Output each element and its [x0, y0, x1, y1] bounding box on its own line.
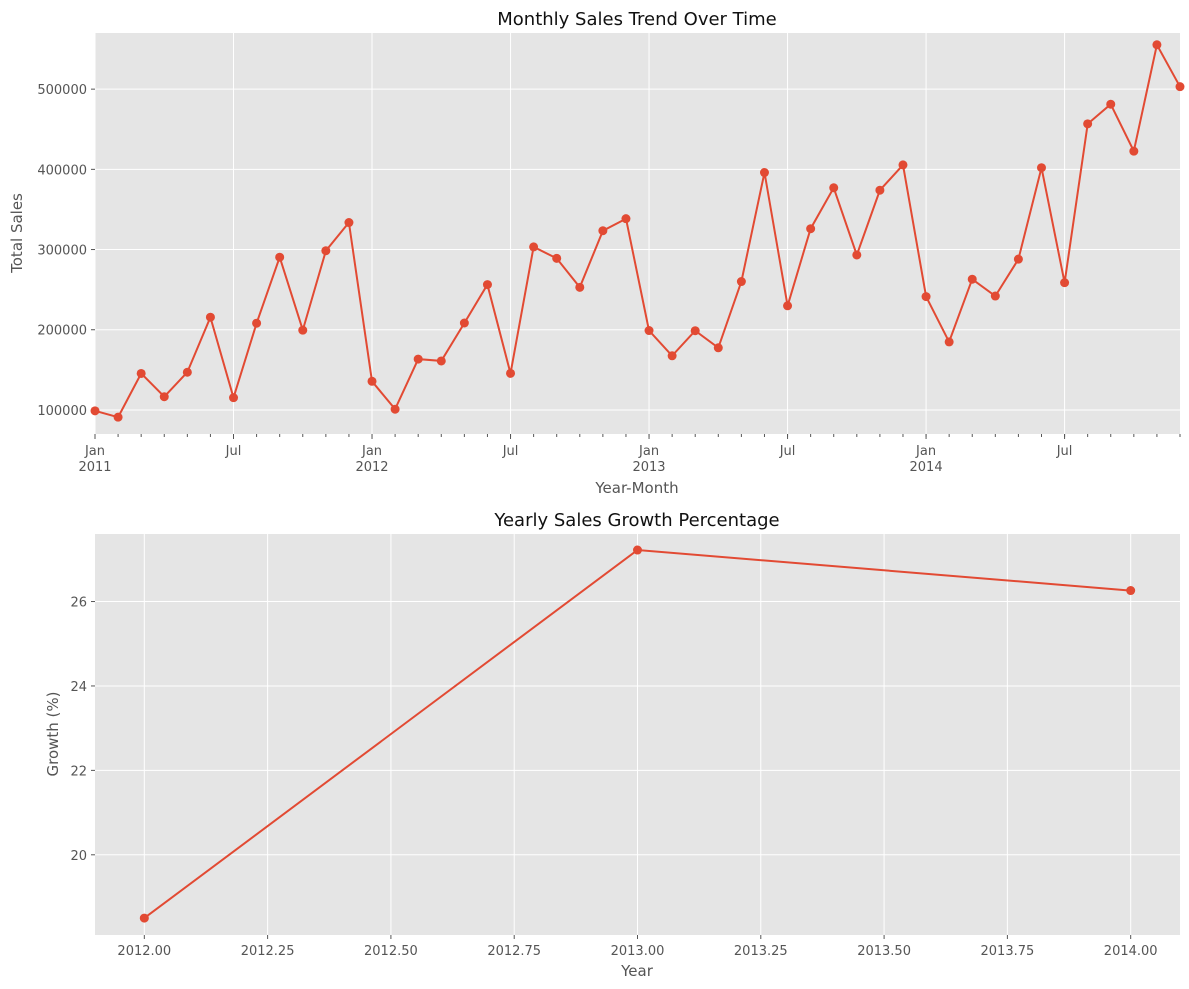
data-point [136, 368, 146, 378]
data-point [275, 252, 285, 262]
data-point [1036, 163, 1046, 173]
x-tick-label: 2012.50 [364, 944, 418, 959]
x-tick-year-label: 2014 [910, 460, 943, 475]
y-tick-label: 22 [70, 764, 87, 779]
y-tick-label: 20 [70, 849, 87, 864]
data-point [1083, 119, 1093, 129]
y-tick-label: 26 [70, 596, 87, 611]
data-point [482, 280, 492, 290]
x-tick-label: 2013.00 [611, 944, 665, 959]
x-tick-label: Jan [84, 444, 105, 459]
monthly-sales-chart: Monthly Sales Trend Over Time 100000 2000… [8, 9, 1185, 497]
data-point [633, 545, 642, 555]
data-point [944, 337, 954, 347]
y-tick-label: 200000 [37, 324, 87, 339]
x-tick-label: 2014.00 [1104, 944, 1158, 959]
y-tick-label: 100000 [37, 404, 87, 419]
y-tick-label: 300000 [37, 244, 87, 259]
data-point [667, 351, 677, 361]
y-axis-label: Total Sales [8, 193, 26, 274]
data-point [1106, 99, 1116, 109]
data-point [229, 393, 239, 403]
chart-title: Monthly Sales Trend Over Time [497, 9, 776, 30]
data-point [575, 282, 585, 292]
tick-labels: 20 22 24 26 2012.00 2012.25 2012.50 2012.75 2013… [70, 596, 1157, 959]
data-point [1175, 82, 1185, 92]
x-tick-label: Jul [779, 444, 796, 459]
x-tick-label: 2012.75 [487, 944, 541, 959]
data-point [644, 326, 654, 336]
growth-markers [139, 545, 1136, 923]
data-point [413, 354, 423, 364]
x-tick-label: 2012.00 [117, 944, 171, 959]
plot-area [95, 33, 1180, 434]
data-point [806, 224, 816, 234]
data-point [182, 367, 192, 377]
data-point [736, 277, 746, 287]
data-point [459, 318, 469, 328]
data-point [298, 325, 308, 335]
y-tick-label: 500000 [37, 83, 87, 98]
data-point [90, 406, 100, 416]
x-tick-year-label: 2012 [355, 460, 388, 475]
data-point [990, 291, 1000, 301]
data-point [921, 292, 931, 302]
data-point [690, 326, 700, 336]
data-point [1126, 586, 1136, 596]
data-point [621, 214, 631, 224]
y-tick-label: 24 [70, 680, 87, 695]
x-tick-year-label: 2013 [632, 460, 665, 475]
data-point [1060, 278, 1070, 288]
x-tick-label: Jan [638, 444, 659, 459]
x-tick-label: Jul [502, 444, 519, 459]
y-tick-label: 400000 [37, 163, 87, 178]
data-point [506, 368, 516, 378]
x-tick-label: Jul [1056, 444, 1073, 459]
x-tick-label: 2013.75 [981, 944, 1035, 959]
gridlines [95, 534, 1180, 935]
data-point [367, 376, 377, 386]
y-axis-label: Growth (%) [44, 691, 62, 776]
x-tick-label: 2013.50 [857, 944, 911, 959]
data-point [321, 246, 331, 256]
data-point [552, 253, 562, 263]
data-point [252, 318, 262, 328]
data-point [529, 242, 539, 252]
data-point [1152, 40, 1162, 50]
data-point [967, 274, 977, 284]
x-axis-label: Year [620, 962, 654, 980]
data-point [1013, 254, 1023, 264]
data-point [113, 412, 123, 422]
data-point [759, 168, 769, 178]
data-point [713, 343, 723, 353]
x-tick-label: 2012.25 [241, 944, 295, 959]
x-tick-year-label: 2011 [78, 460, 111, 475]
x-tick-label: Jul [225, 444, 242, 459]
data-point [436, 356, 446, 366]
sales-markers [90, 40, 1185, 422]
data-point [159, 392, 169, 402]
x-tick-label: 2013.25 [734, 944, 788, 959]
data-point [898, 160, 908, 170]
yearly-growth-chart: Yearly Sales Growth Percentage 202224262… [44, 510, 1180, 980]
x-axis-label: Year-Month [594, 479, 678, 497]
chart-title: Yearly Sales Growth Percentage [493, 510, 779, 531]
tick-labels: 100000200000300000400000500000Jan2011Jul… [37, 83, 1181, 475]
data-point [139, 913, 149, 923]
x-tick-label: Jan [361, 444, 382, 459]
data-point [205, 312, 215, 322]
data-point [875, 185, 885, 195]
data-point [390, 404, 400, 414]
gridlines [94, 33, 1180, 434]
sales-line [94, 41, 1181, 419]
x-tick-label: Jan [915, 444, 936, 459]
data-point [829, 183, 839, 193]
data-point [1129, 146, 1139, 156]
data-point [783, 301, 793, 311]
data-point [598, 226, 608, 236]
data-point [344, 218, 354, 228]
data-point [852, 250, 862, 260]
